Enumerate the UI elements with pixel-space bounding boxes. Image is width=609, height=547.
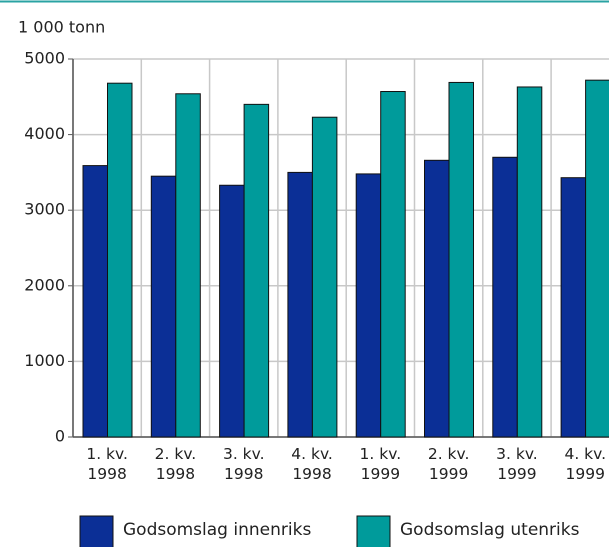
y-tick-label: 3000 <box>24 200 65 219</box>
y-tick-label: 4000 <box>24 124 65 143</box>
bar <box>585 79 609 438</box>
bar <box>424 159 450 438</box>
legend-swatch <box>79 515 114 547</box>
x-tick-label: 4. kv. 1998 <box>291 445 333 483</box>
bar <box>355 173 382 438</box>
x-tick-label: 3. kv. 1999 <box>496 445 538 483</box>
x-tick-label: 1. kv. 1999 <box>359 445 402 483</box>
x-tick-label: 2. kv. 1998 <box>154 445 197 483</box>
x-tick-label: 4. kv. 1999 <box>564 445 607 483</box>
bar <box>150 175 177 438</box>
y-axis-label: 1 000 tonn <box>18 18 105 37</box>
x-tick-label: 2. kv. 1999 <box>427 445 470 483</box>
bar <box>219 184 245 438</box>
y-tick-label: 2000 <box>24 275 65 294</box>
bar <box>175 93 201 438</box>
bar <box>516 86 543 438</box>
y-tick-label: 1000 <box>24 351 65 370</box>
bar <box>492 156 518 438</box>
bar <box>448 81 474 438</box>
x-tick-label: 3. kv. 1998 <box>222 445 265 483</box>
legend-swatch <box>356 515 391 547</box>
bar <box>82 165 108 438</box>
bar <box>380 91 406 438</box>
legend-label: Godsomslag utenriks <box>400 520 580 540</box>
bar <box>311 116 338 438</box>
legend-label: Godsomslag innenriks <box>123 520 312 540</box>
y-tick-label: 5000 <box>24 49 65 68</box>
x-tick-label: 1. kv. 1998 <box>86 445 128 483</box>
bar <box>287 171 313 438</box>
y-tick-label: 0 <box>55 427 65 446</box>
bar <box>243 103 270 438</box>
bar <box>107 82 133 438</box>
bar <box>560 177 587 438</box>
